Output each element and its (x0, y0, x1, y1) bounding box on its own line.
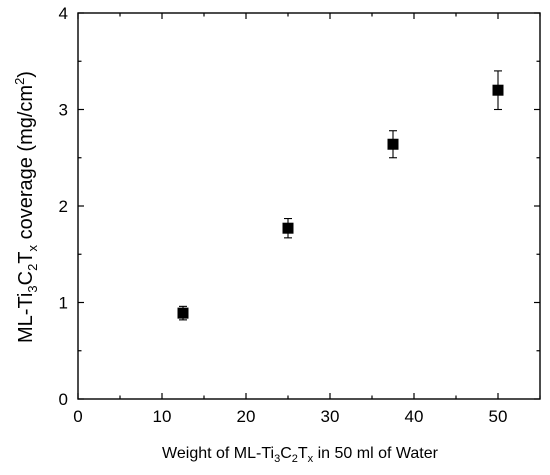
y-tick-label: 0 (59, 390, 68, 409)
x-axis-ticks: 0 10 20 30 40 50 (73, 13, 541, 426)
plot-border (77, 12, 541, 400)
y-tick-label: 1 (59, 294, 68, 313)
y-axis-ticks: 0 1 2 3 4 (59, 4, 540, 409)
data-point (282, 222, 294, 234)
data-point (492, 84, 504, 96)
x-axis-title: Weight of ML-Ti3C2Tx in 50 ml of Water (162, 445, 439, 465)
x-tick-label: 20 (237, 407, 256, 426)
y-tick-label: 3 (59, 101, 68, 120)
error-bars (179, 70, 502, 321)
data-point (177, 307, 189, 319)
data-point (387, 138, 399, 150)
y-tick-label: 4 (59, 4, 68, 23)
x-tick-label: 0 (73, 407, 82, 426)
x-tick-label: 30 (321, 407, 340, 426)
plot-frame (77, 12, 541, 400)
data-markers (177, 84, 504, 319)
y-tick-label: 2 (59, 197, 68, 216)
x-tick-label: 10 (153, 407, 172, 426)
x-tick-label: 40 (405, 407, 424, 426)
x-tick-label: 50 (489, 407, 508, 426)
y-axis-title: ML-Ti3C2Tx coverage (mg/cm2) (12, 71, 40, 343)
